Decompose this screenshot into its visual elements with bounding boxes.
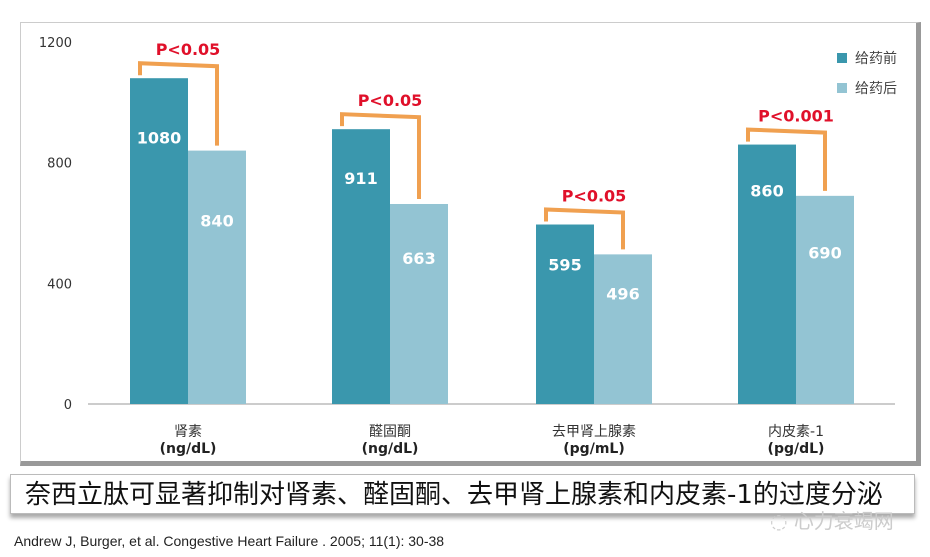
category-label: 肾素 [174, 424, 202, 440]
unit-label: (ng/dL) [160, 441, 217, 457]
significance-bracket [138, 61, 219, 146]
data-label: 690 [808, 243, 841, 262]
bar-chart: 040080012001080840P<0.05肾素(ng/dL)911663P… [39, 36, 897, 457]
citation: Andrew J, Burger, et al. Congestive Hear… [14, 533, 445, 549]
unit-label: (pg/dL) [768, 441, 825, 457]
y-tick-label: 800 [47, 157, 72, 172]
y-tick-label: 400 [47, 277, 72, 292]
bar-before [332, 129, 390, 404]
y-tick-label: 1200 [39, 36, 72, 51]
data-label: 860 [750, 181, 783, 200]
watermark: ◌ 心力衰竭网 [770, 509, 894, 533]
legend-swatch [837, 53, 847, 63]
bar-before [130, 78, 188, 404]
legend-label: 给药后 [855, 81, 897, 97]
p-value-label: P<0.05 [358, 91, 423, 110]
bar-after [390, 203, 448, 404]
bar-before [738, 144, 796, 405]
unit-label: (pg/mL) [563, 441, 624, 457]
significance-bracket [340, 112, 421, 199]
category-label: 醛固酮 [369, 424, 411, 440]
legend-swatch [837, 83, 847, 93]
bar-before [536, 224, 594, 404]
unit-label: (ng/dL) [362, 441, 419, 457]
legend-label: 给药前 [855, 50, 897, 67]
caption: 奈西立肽可显著抑制对肾素、醛固酮、去甲肾上腺素和内皮素-1的过度分泌 [10, 474, 915, 514]
bar-after [796, 195, 854, 404]
p-value-label: P<0.05 [156, 40, 221, 59]
data-label: 911 [344, 169, 377, 188]
bar-after [188, 150, 246, 404]
data-label: 595 [548, 255, 581, 274]
p-value-label: P<0.001 [758, 107, 834, 126]
data-label: 1080 [137, 128, 182, 147]
data-label: 663 [402, 249, 435, 268]
category-label: 内皮素-1 [768, 424, 824, 440]
significance-bracket [544, 207, 625, 250]
bar-after [594, 254, 652, 404]
significance-bracket [746, 127, 827, 191]
data-label: 840 [200, 212, 233, 231]
y-tick-label: 0 [64, 398, 72, 413]
category-label: 去甲肾上腺素 [552, 424, 636, 440]
p-value-label: P<0.05 [562, 187, 627, 206]
data-label: 496 [606, 284, 639, 303]
